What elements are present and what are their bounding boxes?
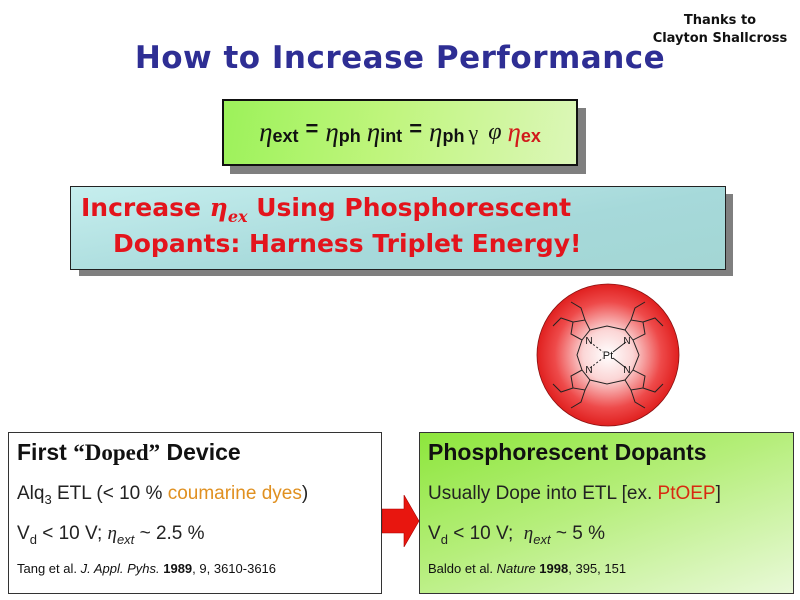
credit-note: Thanks to Clayton Shallcross: [640, 12, 800, 48]
credit-line-1: Thanks to: [683, 13, 757, 28]
first-doped-device-panel: First “Doped” Device Alq3 ETL (< 10 % co…: [8, 432, 382, 594]
credit-line-2: Clayton Shallcross: [652, 31, 788, 46]
slide-title: How to Increase Performance: [134, 40, 666, 76]
subscript-ext: ext: [272, 126, 299, 146]
eta-ex-symbol: η: [507, 117, 521, 147]
panel-line-alq3: Alq3 ETL (< 10 % coumarine dyes): [17, 483, 309, 507]
eta-symbol: η: [366, 117, 381, 147]
panel-reference: Baldo et al. Nature 1998, 395, 151: [428, 561, 627, 576]
molecule-circle: [536, 283, 680, 427]
coumarine-dyes-text: coumarine dyes: [167, 483, 302, 504]
equals-sign: =: [305, 115, 319, 141]
subscript-int: int: [380, 126, 403, 146]
nitrogen-label: N: [623, 365, 630, 376]
equation-box: η ext = η ph η int = η ph γ φ η ex: [222, 99, 578, 166]
nitrogen-label: N: [585, 365, 592, 376]
panel-line-voltage: Vd < 10 V; ηext ~ 5 %: [428, 523, 605, 547]
panel-line-voltage: Vd < 10 V; ηext ~ 2.5 %: [17, 523, 205, 547]
panel-title: First “Doped” Device: [17, 439, 241, 465]
eta-ex-symbol: ηex: [209, 193, 248, 226]
callout-text: Using Phosphorescent: [247, 193, 572, 222]
subscript-ph: ph: [442, 126, 465, 146]
eta-symbol: η: [259, 117, 273, 147]
eta-symbol: η: [325, 117, 339, 147]
callout-line-1: Increase ηex Using Phosphorescent: [81, 193, 571, 226]
panel-reference: Tang et al. J. Appl. Pyhs. 1989, 9, 3610…: [17, 561, 277, 576]
nitrogen-label: N: [623, 336, 630, 347]
equals-sign: =: [409, 115, 423, 141]
nitrogen-label: N: [585, 336, 592, 347]
gamma-symbol: γ: [468, 119, 479, 145]
subscript-ex: ex: [520, 126, 541, 146]
callout-line-2: Dopants: Harness Triplet Energy!: [113, 229, 582, 258]
panel-line-dope: Usually Dope into ETL [ex. PtOEP]: [428, 483, 721, 504]
callout-text: Increase: [81, 193, 210, 222]
ptoep-text: PtOEP: [657, 483, 716, 504]
phosphorescent-dopants-panel: Phosphorescent Dopants Usually Dope into…: [419, 432, 794, 594]
right-arrow-icon: [382, 495, 420, 547]
ptoep-molecule-diagram: N N N N Pt: [536, 283, 680, 427]
eta-symbol: η: [429, 117, 443, 147]
phi-symbol: φ: [488, 119, 502, 145]
panel-title: Phosphorescent Dopants: [428, 439, 707, 465]
platinum-label: Pt: [603, 350, 613, 362]
callout-box: Increase ηex Using Phosphorescent Dopant…: [70, 186, 726, 270]
subscript-ph: ph: [338, 126, 361, 146]
